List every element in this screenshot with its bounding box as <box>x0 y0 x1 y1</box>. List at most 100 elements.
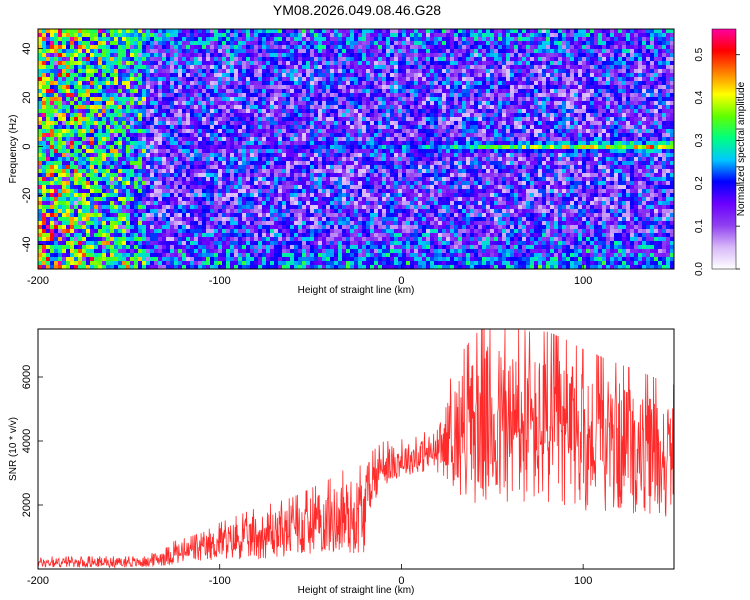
spectrogram-cell <box>158 177 163 182</box>
spectrogram-cell <box>70 69 75 74</box>
spectrogram-cell <box>322 145 327 150</box>
spectrogram-cell <box>142 201 147 206</box>
spectrogram-cell <box>350 249 355 254</box>
spectrogram-cell <box>342 189 347 194</box>
spectrogram-cell <box>362 53 367 58</box>
spectrogram-cell <box>278 33 283 38</box>
spectrogram-cell <box>102 253 107 258</box>
spectrogram-cell <box>146 45 151 50</box>
spectrogram-cell <box>258 185 263 190</box>
spectrogram-cell <box>322 41 327 46</box>
spectrogram-cell <box>214 249 219 254</box>
spectrogram-cell <box>222 29 227 34</box>
spectrogram-cell <box>230 221 235 226</box>
spectrogram-cell <box>170 233 175 238</box>
spectrogram-cell <box>118 181 123 186</box>
spectrogram-cell <box>86 89 91 94</box>
spectrogram-cell <box>266 109 271 114</box>
spectrogram-cell <box>270 121 275 126</box>
spectrogram-cell <box>322 193 327 198</box>
spectrogram-cell <box>342 117 347 122</box>
spectrogram-cell <box>230 141 235 146</box>
spectrogram-cell <box>118 105 123 110</box>
spectrogram-cell <box>62 265 67 270</box>
spectrogram-cell <box>222 97 227 102</box>
spectrogram-cell <box>338 193 343 198</box>
spectrogram-cell <box>198 73 203 78</box>
spectrogram-cell <box>346 93 351 98</box>
spectrogram-cell <box>274 257 279 262</box>
spectrogram-cell <box>70 233 75 238</box>
spectrogram-cell <box>202 37 207 42</box>
spectrogram-cell <box>242 229 247 234</box>
spectrogram-cell <box>246 73 251 78</box>
spectrogram-cell <box>94 229 99 234</box>
spectrogram-cell <box>358 149 363 154</box>
spectrogram-cell <box>70 201 75 206</box>
spectrogram-cell <box>226 245 231 250</box>
spectrogram-cell <box>342 229 347 234</box>
spectrogram-cell <box>146 165 151 170</box>
spectrogram-cell <box>82 69 87 74</box>
spectrogram-cell <box>298 201 303 206</box>
spectrogram-cell <box>362 69 367 74</box>
spectrogram-cell <box>178 57 183 62</box>
spectrogram-cell <box>62 109 67 114</box>
spectrogram-cell <box>174 133 179 138</box>
spectrogram-cell <box>246 133 251 138</box>
spectrogram-cell <box>350 101 355 106</box>
spectrogram-cell <box>174 261 179 266</box>
spectrogram-cell <box>302 169 307 174</box>
spectrogram-cell <box>142 205 147 210</box>
spectrogram-cell <box>234 117 239 122</box>
spectrogram-cell <box>334 137 339 142</box>
spectrogram-cell <box>242 205 247 210</box>
spectrogram-cell <box>182 37 187 42</box>
spectrogram-cell <box>274 185 279 190</box>
spectrogram-cell <box>362 77 367 82</box>
spectrogram-cell <box>150 213 155 218</box>
spectrogram-cell <box>342 105 347 110</box>
spectrogram-cell <box>106 153 111 158</box>
spectrogram-cell <box>174 129 179 134</box>
spectrogram-cell <box>102 225 107 230</box>
spectrogram-cell <box>102 105 107 110</box>
spectrogram-cell <box>174 65 179 70</box>
spectrogram-cell <box>290 65 295 70</box>
spectrogram-cell <box>318 105 323 110</box>
spectrogram-cell <box>314 169 319 174</box>
spectrogram-cell <box>198 165 203 170</box>
spectrogram-cell <box>106 69 111 74</box>
spectrogram-cell <box>254 249 259 254</box>
spectrogram-cell <box>58 205 63 210</box>
spectrogram-cell <box>338 45 343 50</box>
spectrogram-cell <box>46 153 51 158</box>
spectrogram-cell <box>362 117 367 122</box>
spectrogram-cell <box>306 85 311 90</box>
spectrogram-cell <box>130 165 135 170</box>
spectrogram-cell <box>150 177 155 182</box>
spectrogram-cell <box>250 161 255 166</box>
spectrogram-cell <box>150 173 155 178</box>
spectrogram-cell <box>134 229 139 234</box>
spectrogram-cell <box>194 161 199 166</box>
spectrogram-cell <box>242 225 247 230</box>
spectrogram-cell <box>130 201 135 206</box>
spectrogram-cell <box>266 77 271 82</box>
spectrogram-cell <box>126 217 131 222</box>
spectrogram-cell <box>218 141 223 146</box>
spectrogram-cell <box>210 85 215 90</box>
spectrogram-cell <box>126 69 131 74</box>
spectrogram-cell <box>302 129 307 134</box>
spectrogram-cell <box>318 141 323 146</box>
spectrogram-cell <box>302 153 307 158</box>
spectrogram-cell <box>234 197 239 202</box>
spectrogram-cell <box>270 193 275 198</box>
spectrogram-cell <box>130 45 135 50</box>
spectrogram-cell <box>94 189 99 194</box>
spectrogram-cell <box>62 45 67 50</box>
spectrogram-cell <box>326 93 331 98</box>
spectrogram-cell <box>202 45 207 50</box>
spectrogram-cell <box>322 97 327 102</box>
spectrogram-cell <box>226 65 231 70</box>
